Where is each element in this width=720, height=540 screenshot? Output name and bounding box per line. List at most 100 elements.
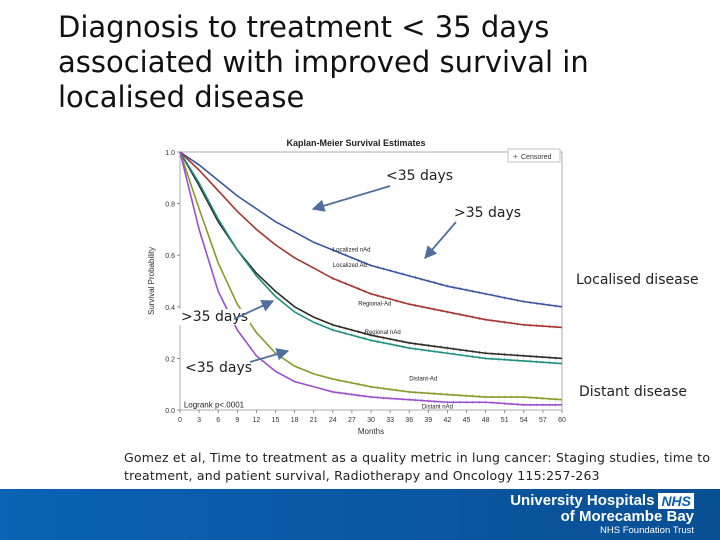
censor-mark: + [541, 302, 545, 308]
censor-mark: + [452, 393, 456, 399]
censor-mark: + [369, 292, 373, 298]
censor-mark: + [382, 341, 386, 347]
censor-mark: + [388, 297, 392, 303]
x-tick-label: 24 [329, 417, 337, 424]
censor-mark: + [439, 400, 443, 406]
censor-mark: + [331, 328, 335, 334]
censor-mark: + [446, 284, 450, 290]
censor-mark: + [350, 333, 354, 339]
censor-mark: + [522, 323, 526, 329]
y-tick-label: 1.0 [165, 150, 175, 157]
censor-mark: + [554, 325, 558, 331]
callout-gt35-distant: >35 days [179, 309, 251, 325]
x-tick-label: 18 [291, 417, 299, 424]
censor-mark: + [446, 400, 450, 406]
nhs-badge: NHS [658, 493, 694, 509]
x-tick-label: 57 [539, 417, 547, 424]
censor-mark: + [458, 313, 462, 319]
censor-mark: + [516, 359, 520, 365]
censor-mark: + [420, 343, 424, 349]
censor-mark: + [420, 305, 424, 311]
censor-mark: + [484, 318, 488, 324]
censor-mark: + [490, 401, 494, 407]
censor-mark: + [344, 392, 348, 398]
censor-mark: + [541, 396, 545, 402]
censor-mark: + [509, 395, 513, 401]
censor-mark: + [363, 394, 367, 400]
censor-mark: + [331, 276, 335, 282]
censor-mark: + [363, 383, 367, 389]
x-tick-label: 3 [197, 417, 201, 424]
censor-mark: + [452, 311, 456, 317]
censor-mark: + [439, 392, 443, 398]
censor-mark: + [395, 388, 399, 394]
censor-mark: + [458, 400, 462, 406]
x-tick-label: 0 [178, 417, 182, 424]
censor-mark: + [344, 331, 348, 337]
censor-mark: + [471, 289, 475, 295]
censor-mark: + [446, 310, 450, 316]
censor-mark: + [414, 276, 418, 282]
censor-mark: + [357, 335, 361, 341]
censor-mark: + [331, 390, 335, 396]
censor-mark: + [477, 400, 481, 406]
censor-mark: + [446, 351, 450, 357]
censor-mark: + [420, 348, 424, 354]
censor-mark: + [395, 338, 399, 344]
censor-mark: + [363, 337, 367, 343]
series-label: Regional nAd [365, 330, 401, 336]
logo-line-3: NHS Foundation Trust [600, 525, 694, 536]
censor-mark: + [433, 344, 437, 350]
censor-mark: + [344, 282, 348, 288]
censor-mark: + [509, 321, 513, 327]
censor-mark: + [376, 386, 380, 392]
censor-mark: + [414, 390, 418, 396]
censor-mark: + [490, 357, 494, 363]
censor-mark: + [344, 380, 348, 386]
censor-mark: + [388, 269, 392, 275]
censor-mark: + [497, 294, 501, 300]
censor-mark: + [497, 395, 501, 401]
censor-mark: + [484, 351, 488, 357]
censor-mark: + [350, 328, 354, 334]
series-label: Distant-Ad [409, 376, 437, 382]
censor-mark: + [350, 284, 354, 290]
censor-mark: + [528, 354, 532, 360]
censor-mark: + [344, 253, 348, 259]
censor-mark: + [548, 361, 552, 367]
censor-mark: + [363, 261, 367, 267]
footer-bar: University Hospitals NHS of Morecambe Bay… [0, 489, 720, 540]
citation: Gomez et al, Time to treatment as a qual… [124, 450, 711, 483]
censor-mark: + [382, 267, 386, 273]
censor-mark: + [407, 302, 411, 308]
censor-mark: + [490, 293, 494, 299]
censor-mark: + [382, 387, 386, 393]
censor-mark: + [458, 287, 462, 293]
censor-mark: + [401, 397, 405, 403]
censor-mark: + [503, 320, 507, 326]
censor-mark: + [503, 402, 507, 408]
censor-mark: + [337, 378, 341, 384]
censor-mark: + [388, 342, 392, 348]
censor-mark: + [439, 345, 443, 351]
censor-mark: + [522, 300, 526, 306]
censor-mark: + [369, 338, 373, 344]
censor-mark: + [407, 341, 411, 347]
censor-mark: + [388, 387, 392, 393]
censor-mark: + [535, 301, 539, 307]
x-tick-label: 21 [310, 417, 318, 424]
x-tick-label: 30 [367, 417, 375, 424]
x-tick-label: 39 [424, 417, 432, 424]
censor-mark: + [337, 391, 341, 397]
x-tick-label: 51 [501, 417, 509, 424]
censor-mark: + [490, 395, 494, 401]
censor-mark: + [503, 395, 507, 401]
x-tick-label: 36 [405, 417, 413, 424]
censor-mark: + [497, 357, 501, 363]
x-tick-label: 42 [444, 417, 452, 424]
censor-mark: + [401, 340, 405, 346]
x-tick-label: 60 [558, 417, 566, 424]
x-tick-label: 48 [482, 417, 490, 424]
censor-mark: + [484, 292, 488, 298]
chart-title: Kaplan-Meier Survival Estimates [286, 138, 425, 148]
